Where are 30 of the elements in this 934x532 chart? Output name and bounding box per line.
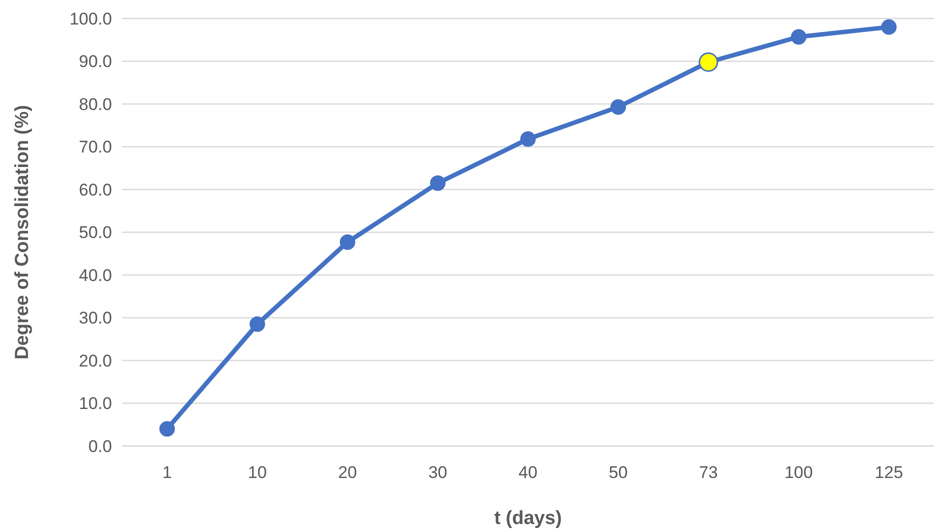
y-tick-label: 50.0 [78,223,112,242]
x-axis-title: t (days) [494,508,562,529]
y-tick-label: 0.0 [88,436,112,456]
point [430,175,446,191]
point [610,99,626,115]
x-tick-label: 1 [162,463,172,482]
y-tick-label: 40.0 [78,266,112,285]
y-tick-label: 80.0 [78,94,112,114]
y-axis-title: Degree of Consolidation (%) [12,105,33,360]
point [250,316,266,332]
point [881,19,897,35]
y-tick-label: 20.0 [78,351,112,370]
y-tick-label: 70.0 [78,138,112,157]
y-tick-label: 100.0 [69,9,112,28]
x-tick-label: 40 [518,463,538,482]
y-tick-label: 30.0 [78,308,112,328]
point [790,29,806,45]
y-tick-label: 90.0 [78,52,112,72]
point [520,131,536,147]
x-tick-label: 125 [874,463,904,482]
x-tick-label: 10 [248,463,267,482]
x-tick-label: 73 [698,463,718,482]
y-tick-label: 10.0 [78,394,112,414]
x-tick-label: 20 [338,463,358,482]
point [340,234,356,250]
y-tick-label: 60.0 [78,180,112,200]
x-tick-label: 100 [784,463,813,482]
x-tick-label: 50 [608,463,628,482]
x-tick-label: 30 [428,463,448,482]
point [159,421,175,437]
